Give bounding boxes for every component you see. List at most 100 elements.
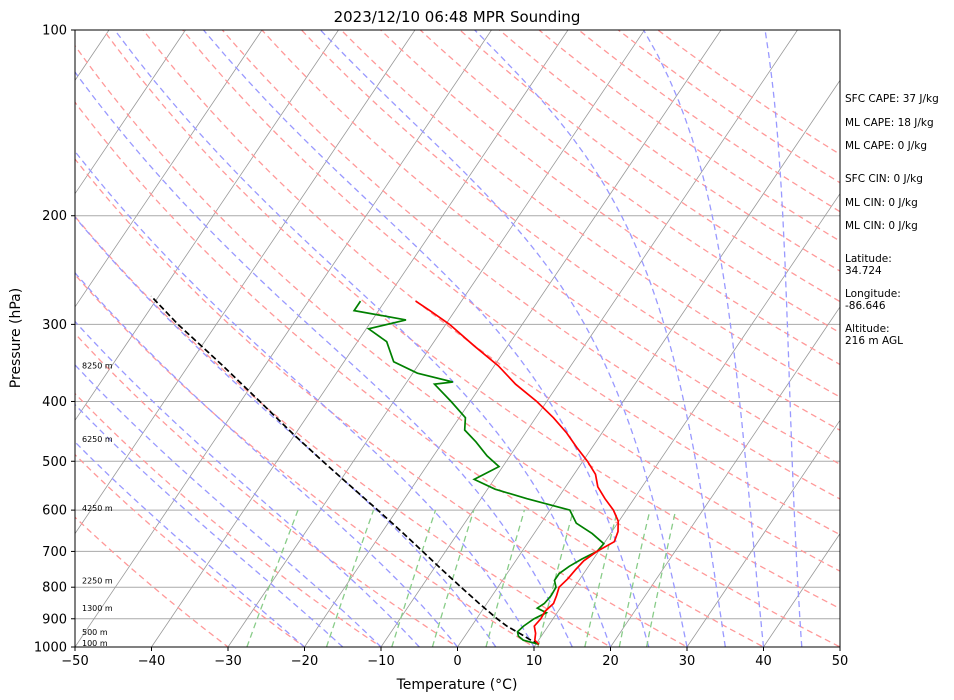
parameter-text: ML CIN: 0 J/kg (845, 197, 918, 209)
y-tick-label: 900 (42, 612, 67, 627)
moist-adiabat-line (75, 363, 382, 647)
data-series (150, 295, 620, 646)
x-tick-label: −10 (367, 654, 394, 669)
dry-adiabat-line (75, 332, 459, 647)
mixing-ratio-line (431, 509, 475, 647)
dry-adiabat-line (75, 273, 536, 647)
sounding-parameters: SFC CAPE: 37 J/kg ML CAPE: 18 J/kg ML CAPE… (845, 93, 939, 347)
dry-adiabat-line (301, 30, 840, 431)
isotherm-line (610, 306, 840, 647)
moist-adiabat-line (75, 403, 344, 647)
parameter-text: SFC CAPE: 37 J/kg (845, 93, 939, 105)
isotherm-line (151, 30, 569, 647)
y-tick-label: 500 (42, 455, 67, 470)
isotherm-line (686, 419, 840, 647)
y-tick-label: 200 (42, 209, 67, 224)
dry-adiabat-line (419, 30, 840, 334)
y-tick-label: 400 (42, 395, 67, 410)
parameter-text: -86.646 (845, 300, 886, 312)
moist-adiabat-line (75, 441, 305, 647)
moist-adiabat-line (75, 320, 420, 647)
height-label: 6250 m (82, 435, 113, 444)
parameter-text: SFC CIN: 0 J/kg (845, 173, 923, 185)
moist-adiabat-line (114, 30, 612, 647)
height-label: 4250 m (82, 504, 113, 513)
isotherm-line (304, 30, 722, 647)
x-tick-label: 30 (679, 654, 696, 669)
dry-adiabat-line (75, 453, 306, 647)
isotherm-line (75, 30, 492, 647)
y-tick-label: 300 (42, 318, 67, 333)
x-tick-label: 0 (453, 654, 461, 669)
isotherm-line (457, 79, 840, 647)
isotherm-line (75, 30, 186, 195)
isotherm-line (227, 30, 645, 647)
dewpoint-line (352, 300, 606, 646)
isotherm-line (763, 532, 840, 647)
dry-adiabat-line (459, 30, 840, 303)
height-label: 100 m (82, 639, 108, 648)
parameter-text: 34.724 (845, 265, 882, 277)
height-label: 8250 m (82, 362, 113, 371)
moist-adiabat-line (75, 271, 459, 647)
x-tick-label: −50 (61, 654, 88, 669)
dry-adiabat-line (380, 30, 840, 366)
mixing-ratio-line (618, 509, 651, 647)
dry-adiabat-line (340, 30, 840, 398)
dry-adiabat-line (578, 30, 840, 213)
dry-adiabat-line (75, 44, 840, 647)
mixing-ratio-line (391, 509, 437, 647)
dry-adiabat-line (499, 30, 840, 272)
isotherm-line (75, 30, 416, 535)
x-axis-title: Temperature (°C) (396, 677, 518, 693)
x-tick-label: 20 (602, 654, 619, 669)
dry-adiabat-line (75, 101, 765, 647)
dry-adiabat-line (182, 30, 840, 536)
dry-adiabat-line (102, 30, 840, 610)
mixing-ratio-line (584, 509, 619, 647)
y-tick-label: 100 (42, 24, 67, 39)
axes: −50 −40 −30 −20 −10 0 10 20 30 40 50 100 200 300 400 50… (34, 24, 848, 670)
x-tick-label: −30 (214, 654, 241, 669)
dry-adiabat-line (261, 30, 840, 465)
height-label: 500 m (82, 628, 108, 637)
chart-title: 2023/12/10 06:48 MPR Sounding (334, 8, 581, 26)
x-tick-label: −20 (291, 654, 318, 669)
dry-adiabat-line (142, 30, 840, 572)
parcel-profile-line (150, 295, 540, 646)
dry-adiabat-line (617, 30, 840, 184)
mixing-ratio-line (325, 509, 375, 647)
isotherm-line (75, 30, 263, 308)
y-axis-title: Pressure (hPa) (8, 288, 24, 388)
mixing-ratio-line (645, 509, 677, 647)
parameter-text: 216 m AGL (845, 335, 903, 347)
parameter-text: Altitude: (845, 323, 890, 335)
parameter-text: ML CAPE: 18 J/kg (845, 117, 934, 129)
moist-adiabat-line (764, 30, 803, 647)
dry-adiabat-line (221, 30, 840, 500)
dry-adiabat-line (538, 30, 840, 242)
parameter-text: ML CAPE: 0 J/kg (845, 140, 927, 152)
moist-adiabat-line (203, 30, 650, 647)
parameter-text: ML CIN: 0 J/kg (845, 220, 918, 232)
height-label: 1300 m (82, 604, 113, 613)
isotherm-line (380, 30, 798, 647)
background-lines (75, 30, 840, 647)
moist-adiabat-line (75, 150, 535, 647)
parameter-text: Latitude: (845, 253, 892, 265)
y-tick-label: 1000 (34, 641, 67, 656)
height-label: 2250 m (82, 576, 113, 585)
mixing-ratio-line (485, 509, 526, 647)
moist-adiabat-line (474, 30, 726, 647)
x-tick-label: −40 (138, 654, 165, 669)
x-tick-label: 40 (755, 654, 772, 669)
isotherm-line (75, 30, 339, 422)
moist-adiabat-line (75, 216, 497, 647)
x-tick-label: 50 (832, 654, 849, 669)
y-tick-label: 700 (42, 545, 67, 560)
y-tick-label: 800 (42, 581, 67, 596)
height-labels: 100 m 500 m 1300 m 2250 m 4250 m 6250 m 8250 m (82, 362, 113, 648)
x-tick-label: 10 (526, 654, 543, 669)
dry-adiabat-line (657, 30, 840, 156)
